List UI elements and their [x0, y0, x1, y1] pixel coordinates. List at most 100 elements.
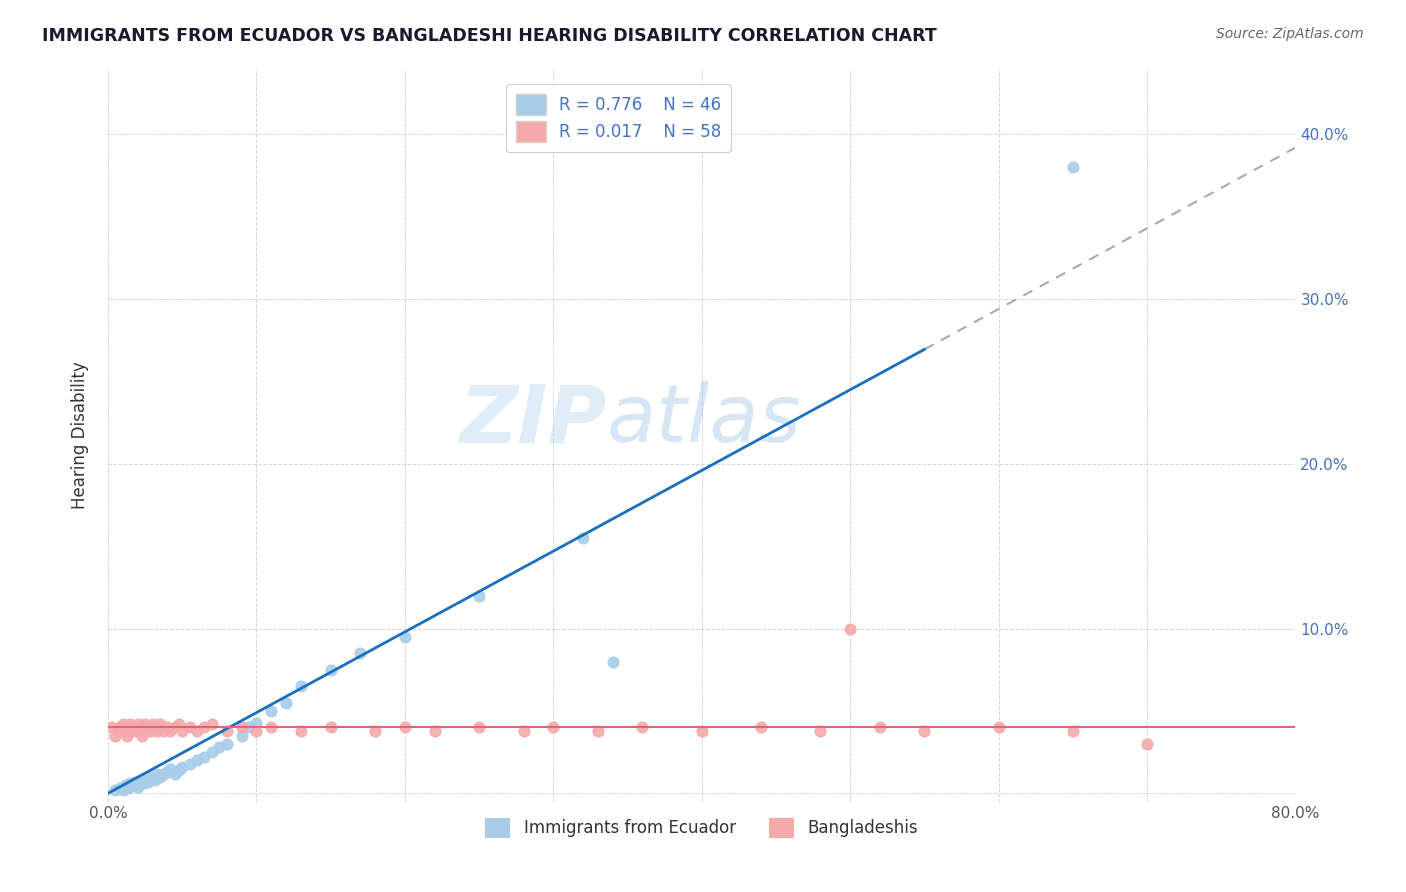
Point [394, 630, 416, 644]
Point [810, 723, 832, 738]
Y-axis label: Hearing Disability: Hearing Disability [72, 361, 89, 509]
Point [104, 783, 127, 797]
Point [260, 721, 283, 735]
Point [159, 762, 181, 776]
Point [987, 721, 1010, 735]
Point [349, 646, 371, 660]
Point [120, 780, 142, 794]
Point [145, 773, 167, 788]
Point [364, 723, 387, 738]
Point [107, 723, 129, 738]
Point [127, 776, 149, 790]
Point [179, 756, 201, 771]
Point [146, 766, 169, 780]
Point [134, 773, 156, 788]
Point [153, 766, 176, 780]
Point [111, 717, 134, 731]
Point [290, 679, 312, 693]
Point [274, 696, 297, 710]
Point [136, 774, 159, 789]
Point [114, 778, 136, 792]
Point [839, 622, 862, 636]
Point [319, 721, 342, 735]
Point [231, 721, 253, 735]
Point [149, 770, 172, 784]
Point [141, 717, 163, 731]
Point [156, 764, 179, 779]
Point [208, 740, 231, 755]
Point [117, 781, 139, 796]
Point [749, 721, 772, 735]
Text: Source: ZipAtlas.com: Source: ZipAtlas.com [1216, 27, 1364, 41]
Point [129, 721, 152, 735]
Point [120, 723, 142, 738]
Point [124, 774, 146, 789]
Point [127, 780, 149, 794]
Point [131, 729, 153, 743]
Point [260, 704, 283, 718]
Text: atlas: atlas [607, 382, 801, 459]
Point [114, 721, 136, 735]
Point [468, 721, 491, 735]
Point [512, 723, 534, 738]
Point [186, 723, 208, 738]
Point [132, 776, 155, 790]
Point [245, 723, 267, 738]
Point [141, 772, 163, 786]
Point [136, 721, 159, 735]
Point [120, 776, 142, 790]
Legend: Immigrants from Ecuador, Bangladeshis: Immigrants from Ecuador, Bangladeshis [478, 811, 925, 845]
Point [231, 729, 253, 743]
Point [238, 721, 260, 735]
Point [186, 753, 208, 767]
Point [101, 721, 124, 735]
Point [163, 766, 186, 780]
Point [468, 589, 491, 603]
Point [1136, 737, 1159, 751]
Point [602, 655, 624, 669]
Point [141, 721, 163, 735]
Point [394, 721, 416, 735]
Point [201, 717, 224, 731]
Point [179, 721, 201, 735]
Point [111, 723, 134, 738]
Point [127, 723, 149, 738]
Point [138, 770, 160, 784]
Point [108, 781, 131, 796]
Point [172, 760, 194, 774]
Point [690, 723, 713, 738]
Point [129, 773, 152, 788]
Point [586, 723, 609, 738]
Point [129, 774, 152, 789]
Point [201, 745, 224, 759]
Point [631, 721, 654, 735]
Point [912, 723, 935, 738]
Point [122, 721, 145, 735]
Text: ZIP: ZIP [460, 382, 607, 459]
Point [120, 717, 142, 731]
Point [153, 723, 176, 738]
Point [124, 723, 146, 738]
Point [159, 723, 181, 738]
Point [149, 717, 172, 731]
Point [104, 729, 127, 743]
Point [138, 723, 160, 738]
Point [423, 723, 446, 738]
Point [146, 723, 169, 738]
Point [193, 721, 215, 735]
Point [167, 717, 190, 731]
Point [290, 723, 312, 738]
Point [572, 531, 595, 545]
Point [543, 721, 565, 735]
Point [108, 721, 131, 735]
Point [127, 717, 149, 731]
Text: IMMIGRANTS FROM ECUADOR VS BANGLADESHI HEARING DISABILITY CORRELATION CHART: IMMIGRANTS FROM ECUADOR VS BANGLADESHI H… [42, 27, 936, 45]
Point [215, 723, 238, 738]
Point [163, 721, 186, 735]
Point [134, 717, 156, 731]
Point [122, 778, 145, 792]
Point [1062, 161, 1084, 175]
Point [245, 715, 267, 730]
Point [1062, 723, 1084, 738]
Point [172, 723, 194, 738]
